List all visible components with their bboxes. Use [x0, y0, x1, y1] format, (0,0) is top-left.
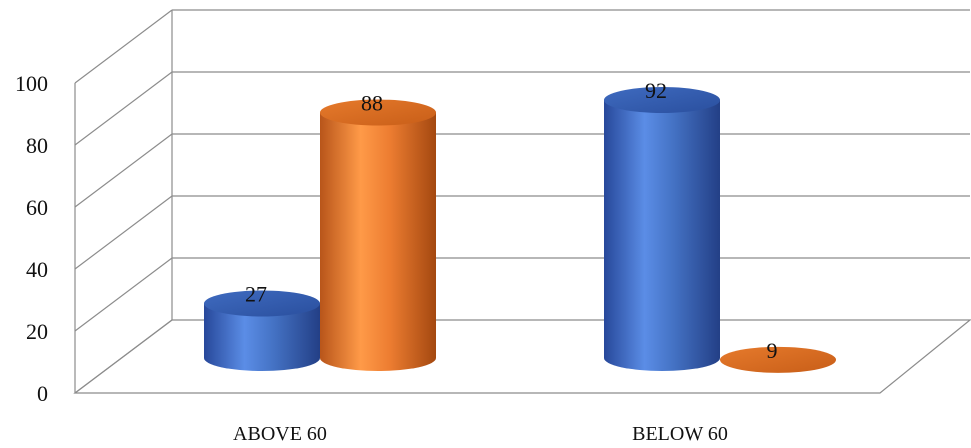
gridline-side: [74, 9, 173, 84]
x-axis-labels: ABOVE 60 BELOW 60: [233, 423, 728, 445]
bar: [204, 290, 320, 371]
data-label: 92: [645, 78, 667, 103]
x-tick-label: BELOW 60: [632, 423, 728, 445]
bar-top: [720, 346, 836, 373]
data-label: 27: [245, 281, 267, 306]
bars: [204, 87, 836, 373]
data-labels: 27 88 92 9: [245, 78, 778, 363]
bar-top: [320, 99, 436, 126]
y-tick-label: 60: [26, 195, 48, 220]
gridlines: [73, 9, 971, 394]
gridline-side: [74, 257, 173, 332]
bar-top: [204, 290, 320, 317]
bar: [320, 99, 436, 371]
y-tick-label: 20: [26, 319, 48, 344]
gridline-side: [74, 71, 173, 146]
bar: [720, 346, 836, 373]
x-tick-label: ABOVE 60: [233, 423, 327, 445]
y-axis-ticks: 0 20 40 60 80 100: [15, 71, 48, 406]
gridline-side: [74, 133, 173, 208]
bar-body: [320, 112, 436, 371]
bar-body: [604, 100, 720, 371]
floor: [73, 319, 971, 394]
y-tick-label: 100: [15, 71, 48, 96]
y-tick-label: 0: [37, 381, 48, 406]
bar-top: [604, 87, 720, 114]
y-tick-label: 40: [26, 257, 48, 282]
data-label: 9: [767, 338, 778, 363]
y-tick-label: 80: [26, 133, 48, 158]
bar-body: [204, 303, 320, 371]
bar: [604, 87, 720, 371]
data-label: 88: [361, 91, 383, 116]
gridline-side: [74, 195, 173, 270]
